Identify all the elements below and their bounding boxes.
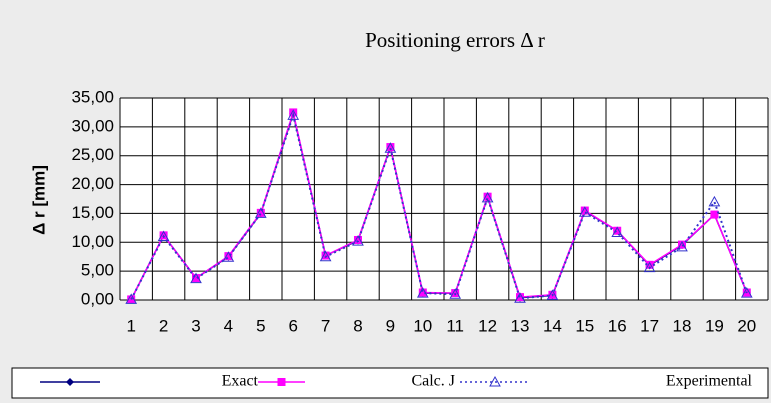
chart-title: Positioning errors Δ r bbox=[365, 28, 545, 52]
x-tick-label: 3 bbox=[191, 316, 200, 335]
data-point bbox=[386, 143, 395, 152]
x-tick-label: 18 bbox=[673, 316, 692, 335]
data-point bbox=[740, 287, 753, 298]
x-tick-label: 15 bbox=[575, 316, 594, 335]
y-tick-label: 15,00 bbox=[71, 203, 114, 222]
legend-marker bbox=[66, 378, 74, 386]
data-point bbox=[222, 251, 235, 262]
x-tick-label: 16 bbox=[608, 316, 627, 335]
y-tick-label: 10,00 bbox=[71, 232, 114, 251]
data-point bbox=[678, 240, 686, 249]
x-tick-label: 9 bbox=[386, 316, 395, 335]
data-point bbox=[676, 240, 688, 252]
legend-marker bbox=[489, 375, 501, 387]
data-point bbox=[319, 250, 332, 262]
legend-box bbox=[11, 367, 769, 399]
x-tick-label: 14 bbox=[543, 316, 562, 335]
data-point bbox=[580, 206, 589, 215]
x-tick-label: 12 bbox=[478, 316, 497, 335]
data-point bbox=[546, 289, 559, 300]
x-tick-label: 1 bbox=[126, 316, 135, 335]
data-point bbox=[710, 210, 719, 219]
data-point bbox=[643, 261, 656, 273]
y-tick-label: 35,00 bbox=[71, 87, 114, 106]
data-point bbox=[352, 235, 364, 246]
series-line bbox=[130, 109, 748, 300]
data-point bbox=[483, 192, 492, 201]
y-tick-label: 0,00 bbox=[81, 289, 114, 308]
data-point bbox=[611, 226, 624, 237]
y-axis-label: Δ r [mm] bbox=[29, 165, 48, 235]
data-point bbox=[645, 260, 654, 269]
legend-label: Calc. J bbox=[411, 373, 455, 390]
y-tick-label: 5,00 bbox=[81, 261, 114, 280]
legend-label: Experimental bbox=[666, 373, 753, 390]
y-tick-label: 20,00 bbox=[71, 174, 114, 193]
y-tick-label: 30,00 bbox=[71, 116, 114, 135]
data-point bbox=[354, 235, 362, 244]
data-point bbox=[190, 272, 202, 284]
data-point bbox=[708, 195, 721, 207]
data-point bbox=[192, 274, 200, 283]
data-point bbox=[224, 252, 233, 261]
data-point bbox=[514, 292, 526, 303]
x-tick-label: 19 bbox=[705, 316, 724, 335]
x-tick-label: 8 bbox=[353, 316, 362, 335]
data-point bbox=[125, 293, 138, 304]
y-tick-label: 25,00 bbox=[71, 145, 114, 164]
data-point bbox=[613, 226, 622, 235]
x-tick-label: 20 bbox=[737, 316, 756, 335]
data-point bbox=[449, 288, 462, 299]
legend-label: Exact bbox=[222, 373, 259, 390]
x-tick-label: 17 bbox=[640, 316, 659, 335]
series-line bbox=[130, 111, 748, 300]
x-tick-label: 7 bbox=[321, 316, 330, 335]
data-point bbox=[254, 207, 267, 218]
x-tick-label: 10 bbox=[413, 316, 432, 335]
data-point bbox=[384, 142, 397, 153]
data-point bbox=[578, 206, 591, 217]
data-point bbox=[157, 230, 170, 242]
data-point bbox=[256, 208, 265, 217]
data-point bbox=[418, 288, 427, 297]
legend-marker bbox=[277, 378, 286, 386]
x-tick-label: 2 bbox=[159, 316, 168, 335]
data-point bbox=[481, 191, 494, 203]
x-tick-label: 13 bbox=[511, 316, 530, 335]
data-point bbox=[416, 287, 429, 298]
x-tick-label: 5 bbox=[256, 316, 265, 335]
x-tick-label: 4 bbox=[224, 316, 233, 335]
data-point bbox=[287, 109, 300, 120]
x-tick-label: 6 bbox=[288, 316, 297, 335]
data-point bbox=[321, 251, 330, 260]
x-tick-label: 11 bbox=[446, 316, 464, 335]
